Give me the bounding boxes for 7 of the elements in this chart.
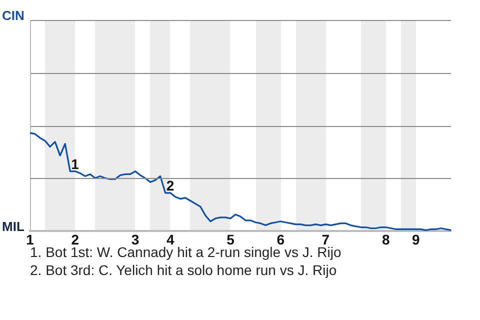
annotation: 1 — [71, 156, 80, 172]
text: CIN — [2, 8, 24, 23]
text: MIL — [2, 219, 24, 234]
annotation: 2 — [166, 178, 174, 194]
text: 2. Bot 3rd: C. Yelich hit a solo home run vs J. Rijo — [30, 261, 338, 279]
x-tick-label: 8 — [382, 231, 390, 248]
x-tick-label: 9 — [412, 231, 420, 248]
